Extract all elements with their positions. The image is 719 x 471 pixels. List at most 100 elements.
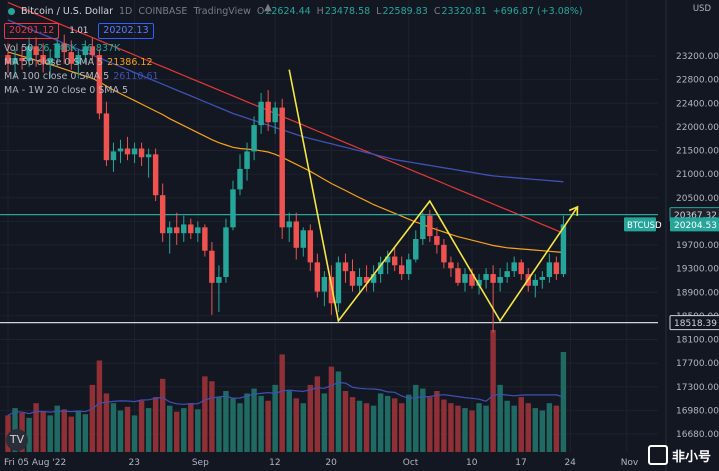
candle-body [12, 57, 18, 64]
volume-bar [26, 417, 32, 452]
volume-bar [103, 393, 110, 452]
symbol-title[interactable]: Bitcoin / U.S. Dollar [21, 5, 113, 17]
x-tick-label: Sep [192, 458, 209, 468]
candle-body [546, 262, 553, 277]
indicator-row[interactable]: MA 50 close 0 SMA 5 21386.12 [4, 56, 583, 70]
candle-body [251, 125, 257, 152]
volume-bar [82, 414, 89, 452]
candle-body [223, 227, 229, 277]
candle [75, 49, 82, 79]
volume-bar [413, 384, 419, 452]
candle-body [75, 55, 82, 64]
candle [483, 268, 489, 289]
volume-bar [420, 388, 426, 452]
candle [279, 98, 285, 240]
volume-bar [532, 408, 539, 452]
candle-body [504, 271, 510, 277]
volume-bar [181, 408, 187, 452]
indicator-row[interactable]: MA - 1W 20 close 0 SMA 5 [4, 84, 583, 98]
candle-body [518, 262, 524, 275]
candle-body [181, 224, 187, 234]
candle-body [131, 148, 138, 155]
exchange: COINBASE [138, 5, 188, 17]
trade-buttons-row: 20201.12 1.01 20202.13 [4, 23, 583, 39]
candle [237, 154, 243, 196]
candle [54, 37, 60, 67]
ohlc-high-label: H [316, 5, 324, 17]
buy-button[interactable]: 20202.13 [98, 23, 154, 39]
candle [539, 271, 546, 289]
candle-body [195, 227, 201, 234]
candle [174, 212, 180, 245]
candle [68, 40, 74, 70]
indicator-row[interactable]: MA 100 close 0 SMA 5 26110.61 [4, 70, 583, 84]
volume-bar [349, 397, 356, 452]
trend-arrowhead [568, 205, 579, 216]
interval[interactable]: 1D [119, 5, 133, 17]
candle-body [441, 244, 447, 263]
sell-button[interactable]: 20201.12 [4, 23, 60, 39]
candle-body [89, 46, 96, 56]
candle-body [209, 250, 215, 283]
candle-body [427, 215, 433, 237]
candle-body [138, 148, 145, 158]
volume-bar [370, 405, 377, 452]
volume-bar [117, 410, 124, 452]
candle [272, 101, 278, 134]
volume-bar [237, 403, 243, 452]
candle-body [124, 148, 131, 155]
candle [553, 256, 560, 280]
candle [166, 221, 173, 254]
candle-body [469, 274, 475, 286]
volume-bar [174, 411, 180, 452]
x-tick-label: 24 [564, 458, 576, 468]
candle-body [483, 274, 489, 280]
candle-body [349, 271, 356, 286]
candle [462, 268, 468, 292]
price-level-box [669, 315, 719, 331]
x-tick-label: Nov [621, 458, 639, 468]
candle-body [370, 274, 377, 283]
candle-body [152, 154, 159, 196]
volume-bar [293, 398, 299, 452]
volume-bar [455, 405, 461, 452]
candle-body [244, 151, 250, 169]
candle-body [61, 43, 67, 53]
volume-bar [166, 405, 173, 452]
candle-body [202, 227, 208, 251]
candle [560, 215, 567, 277]
y-tick-label: 21500.00 [676, 147, 719, 157]
candle [181, 215, 187, 242]
ohlc-close: 23320.81 [441, 5, 487, 17]
x-tick-label: Oct [403, 458, 419, 468]
volume-bar [131, 415, 138, 452]
watermark: 非小号 [647, 445, 711, 465]
candle-body [307, 230, 314, 263]
currency-selector[interactable]: USD [692, 4, 711, 14]
candle [342, 253, 349, 283]
candle [117, 139, 124, 164]
volume-bar [223, 391, 229, 452]
candle-body [321, 276, 328, 292]
candle [511, 256, 517, 277]
indicator-row[interactable]: Vol 50 26.746K 26.837K [4, 42, 583, 56]
candle-body [174, 227, 180, 234]
watermark-text: 非小号 [671, 449, 711, 465]
candle-body [40, 55, 46, 64]
candle [26, 37, 32, 67]
volume-bar [61, 409, 67, 452]
candle-body [188, 224, 194, 234]
candle [455, 262, 461, 286]
volume-bar [427, 397, 433, 452]
indicator-value: 21386.12 [107, 57, 153, 68]
candle-body [145, 154, 152, 158]
ma-week-line [7, 1, 564, 234]
candle-body [258, 101, 264, 126]
candle-body [377, 262, 384, 275]
y-tick-label: 22800.00 [676, 76, 719, 86]
y-tick-label: 16980.00 [676, 406, 719, 416]
chevron-up-icon[interactable]: ▲ [264, 2, 272, 13]
candle [518, 259, 524, 280]
